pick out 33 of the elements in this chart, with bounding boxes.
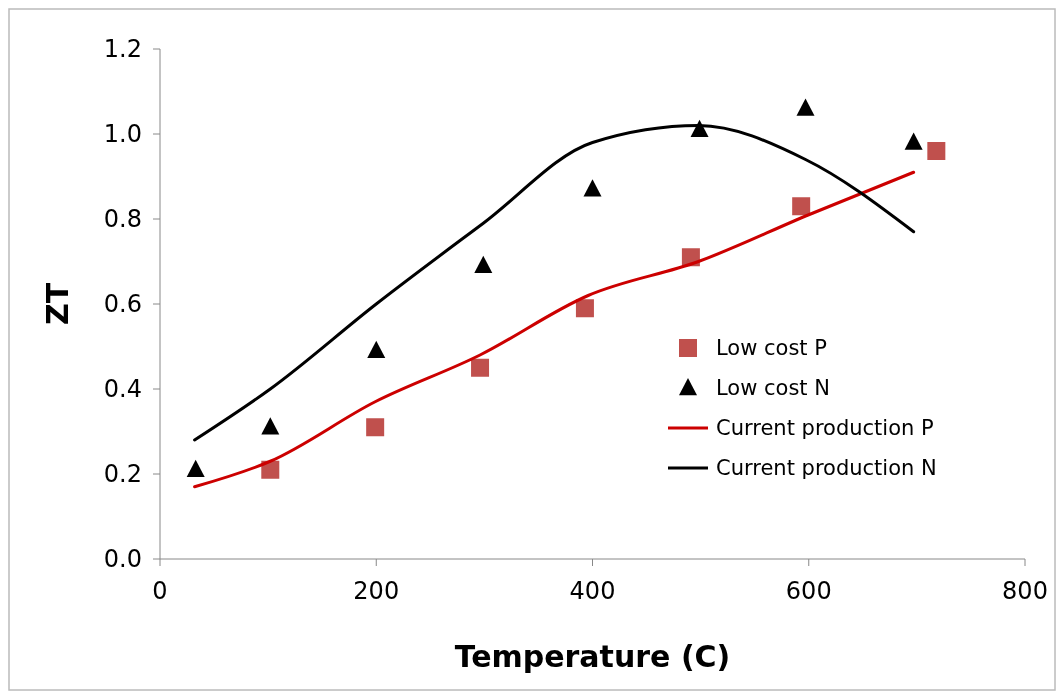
x-tick-label: 0: [152, 577, 168, 605]
x-tick-label: 600: [785, 577, 832, 605]
x-tick-label: 200: [353, 577, 400, 605]
y-tick-label: 0.6: [103, 290, 142, 319]
point: [690, 119, 709, 137]
point: [367, 340, 386, 358]
y-axis-title: ZT: [40, 282, 75, 326]
point: [904, 132, 923, 150]
point: [575, 299, 594, 318]
legend-label: Current production P: [716, 416, 934, 441]
y-tick-label: 1.0: [103, 120, 142, 149]
point: [796, 98, 815, 116]
y-tick-label: 0.8: [103, 205, 142, 234]
line-series: [193, 170, 916, 489]
point: [471, 358, 490, 377]
point: [261, 417, 280, 435]
legend-label: Low cost N: [716, 376, 830, 401]
point: [792, 197, 811, 216]
point: [927, 142, 946, 160]
legend-label: Current production N: [716, 456, 937, 481]
y-tick-label: 1.2: [103, 35, 142, 64]
legend-label: Low cost P: [716, 336, 827, 361]
y-tick-label: 0.0: [103, 545, 142, 574]
point: [583, 179, 602, 197]
x-tick-label: 400: [569, 577, 616, 605]
point: [261, 460, 280, 479]
point: [186, 459, 205, 477]
point: [366, 418, 385, 437]
x-tick-label: 800: [1002, 577, 1048, 605]
y-tick-label: 0.2: [103, 460, 142, 489]
y-tick-label: 0.4: [103, 375, 142, 404]
point: [474, 255, 493, 273]
x-axis-title: Temperature (C): [454, 639, 731, 674]
